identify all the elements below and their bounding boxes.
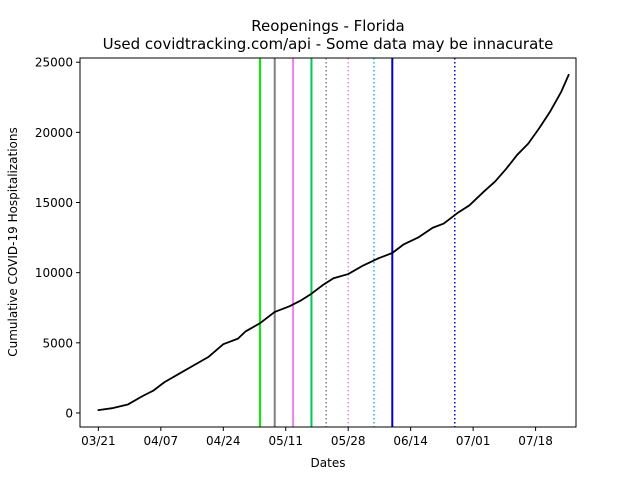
vlines-layer <box>259 58 456 427</box>
x-tick-label: 04/24 <box>206 434 241 448</box>
series-layer <box>97 73 570 412</box>
x-tick-label: 03/21 <box>81 434 116 448</box>
series-line-0 <box>97 73 570 412</box>
y-tick-label: 0 <box>65 406 73 420</box>
x-axis: 03/21 04/07 04/24 05/11 05/28 06/14 07/01 07/18 <box>81 427 553 448</box>
x-axis-label: Dates <box>311 456 346 470</box>
y-tick-label: 20000 <box>35 126 73 140</box>
y-axis-label: Cumulative COVID-19 Hospitalizations <box>6 127 20 357</box>
y-tick-label: 5000 <box>42 336 73 350</box>
plot-frame <box>79 57 577 428</box>
x-tick-label: 06/14 <box>393 434 428 448</box>
chart-subtitle: Used covidtracking.com/api - Some data m… <box>103 35 554 53</box>
x-tick-label: 05/28 <box>331 434 366 448</box>
x-tick-label: 07/01 <box>456 434 491 448</box>
chart-title: Reopenings - Florida <box>251 17 404 35</box>
y-tick-label: 10000 <box>35 266 73 280</box>
y-tick-label: 15000 <box>35 196 73 210</box>
x-tick-label: 04/07 <box>144 434 179 448</box>
x-tick-label: 05/11 <box>268 434 303 448</box>
x-tick-label: 07/18 <box>518 434 553 448</box>
y-axis: 0 5000 10000 15000 20000 25000 <box>35 56 80 420</box>
y-tick-label: 25000 <box>35 56 73 70</box>
